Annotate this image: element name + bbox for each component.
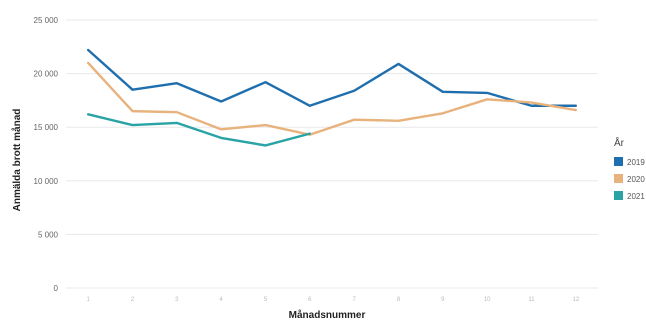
x-tick-label: 7 [352, 297, 356, 303]
legend-swatch-2020 [614, 174, 623, 183]
gridlines [66, 19, 598, 289]
legend-label-2021: 2021 [627, 192, 645, 201]
x-tick-label: 10 [484, 297, 491, 303]
x-tick-label: 12 [572, 297, 579, 303]
y-axis-title: Anmälda brott månad [11, 109, 23, 212]
legend: År 2019 2020 2021 [614, 136, 645, 201]
x-axis-title: Månadsnummer [289, 309, 366, 321]
legend-label-2019: 2019 [627, 158, 645, 167]
y-axis-ticks: 0 5 000 10 000 15 000 20 000 25 000 [34, 16, 59, 293]
y-tick-label: 5 000 [38, 230, 59, 239]
y-tick-label: 0 [54, 284, 59, 293]
x-axis-ticks: 1 2 3 4 5 6 7 8 9 10 11 12 [86, 297, 579, 303]
legend-label-2020: 2020 [627, 175, 645, 184]
x-tick-label: 2 [131, 297, 135, 303]
legend-swatch-2021 [614, 191, 623, 200]
x-tick-label: 3 [175, 297, 179, 303]
x-tick-label: 1 [86, 297, 90, 303]
x-tick-label: 11 [528, 297, 535, 303]
y-tick-label: 15 000 [34, 123, 59, 132]
y-tick-label: 10 000 [34, 177, 59, 186]
x-tick-label: 9 [441, 297, 445, 303]
series-line-2019 [86, 48, 578, 107]
legend-swatch-2019 [614, 157, 623, 166]
x-tick-label: 8 [397, 297, 401, 303]
y-tick-label: 25 000 [34, 16, 59, 25]
series-line-2021 [86, 113, 312, 147]
x-tick-label: 5 [264, 297, 268, 303]
x-tick-label: 4 [219, 297, 223, 303]
x-tick-label: 6 [308, 297, 312, 303]
legend-title: År [614, 136, 625, 149]
series-lines [86, 48, 578, 147]
series-line-2020 [86, 61, 578, 136]
y-tick-label: 20 000 [34, 70, 59, 79]
